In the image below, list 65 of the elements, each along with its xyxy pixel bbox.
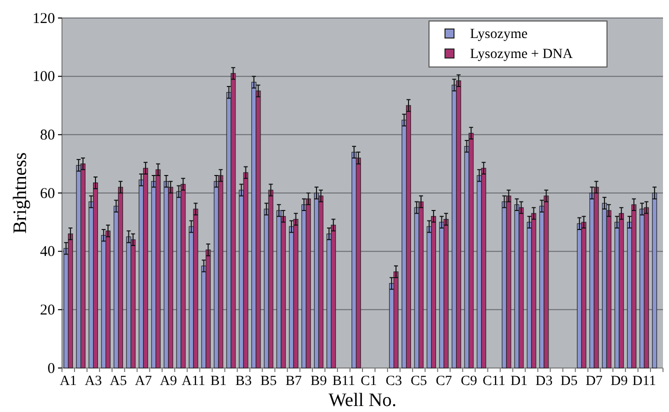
y-tick-label: 100: [32, 69, 55, 86]
x-tick-label: D11: [632, 374, 656, 389]
x-tick-label: D3: [535, 374, 553, 389]
y-tick-label: 40: [40, 244, 55, 260]
x-tick-label: B5: [260, 374, 277, 389]
bar: [306, 198, 311, 368]
x-axis-title: Well No.: [328, 390, 397, 411]
bar: [80, 164, 86, 368]
y-tick-label: 120: [32, 10, 55, 27]
bar: [631, 204, 636, 368]
bar: [581, 222, 586, 368]
x-tick-label: C7: [436, 374, 452, 389]
x-tick-label: D9: [610, 374, 628, 389]
legend-label: Lysozyme + DNA: [470, 47, 574, 62]
bar: [293, 218, 298, 368]
bar: [531, 213, 536, 368]
bar: [101, 234, 106, 368]
bar: [594, 186, 599, 368]
y-tick-label: 60: [40, 186, 55, 202]
x-tick-label: C5: [410, 374, 428, 389]
bar: [243, 172, 248, 368]
bar: [518, 207, 524, 368]
y-tick-label: 0: [48, 360, 55, 377]
x-tick-label: A1: [60, 374, 77, 389]
bar: [506, 196, 512, 368]
bar: [352, 152, 357, 368]
x-tick-label: B11: [332, 374, 356, 389]
x-tick-label: C11: [482, 374, 506, 389]
y-axis-title: Brightness: [10, 152, 31, 234]
bar: [68, 234, 73, 368]
x-tick-label: D5: [560, 374, 578, 389]
bar: [330, 224, 336, 368]
x-tick-label: B1: [210, 374, 227, 389]
bar: [618, 213, 624, 368]
x-tick-label: C9: [460, 374, 478, 389]
x-tick-label: A7: [134, 374, 152, 389]
bar: [644, 207, 649, 368]
bar: [164, 181, 169, 368]
y-tick-label: 20: [40, 302, 55, 318]
bar: [218, 175, 224, 368]
bar: [652, 192, 658, 368]
bar: [268, 190, 274, 368]
legend-label: Lysozyme: [470, 27, 528, 42]
bar: [452, 84, 457, 368]
x-tick-label: D7: [586, 374, 603, 389]
x-tick-label: B7: [285, 374, 302, 389]
x-tick-label: C1: [360, 374, 377, 389]
bar: [230, 73, 236, 368]
x-tick-label: D1: [510, 374, 528, 389]
bar: [318, 196, 324, 368]
bar: [206, 250, 211, 368]
bar: [76, 164, 82, 368]
bar: [126, 236, 132, 368]
x-tick-label: C3: [386, 374, 402, 389]
bar: [640, 208, 645, 368]
bar: [439, 222, 444, 368]
bar: [544, 196, 549, 368]
y-tick-label: 80: [40, 127, 55, 144]
bar: [193, 208, 198, 368]
x-tick-label: A5: [110, 374, 127, 389]
x-tick-label: B3: [235, 374, 252, 389]
x-tick-label: B9: [310, 374, 327, 389]
x-tick-label: A9: [160, 374, 177, 389]
x-tick-label: A11: [182, 374, 206, 389]
x-tick-label: A3: [84, 374, 102, 389]
